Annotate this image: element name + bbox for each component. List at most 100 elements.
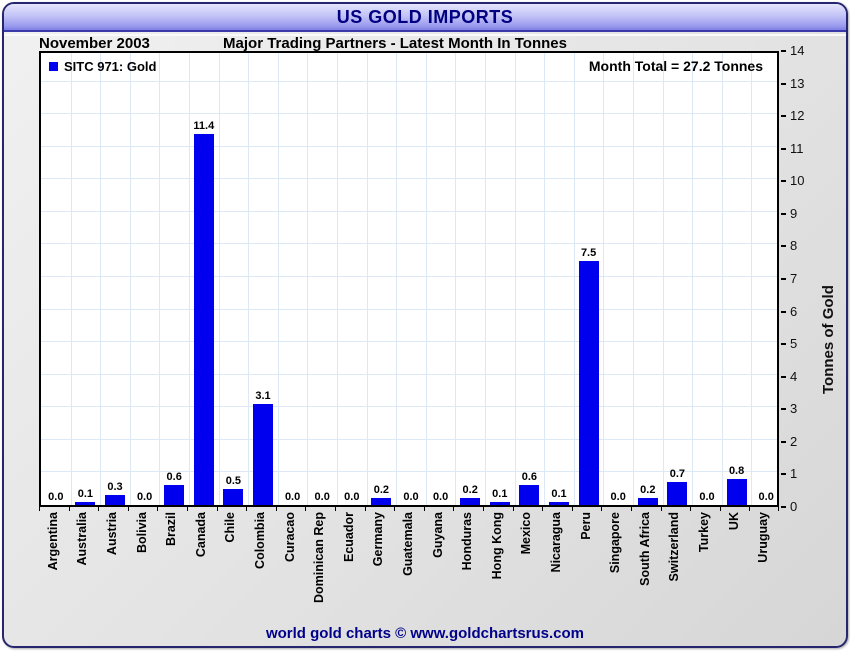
x-tick-label-turkey: Turkey (697, 512, 711, 553)
titlebar-divider (4, 34, 846, 36)
gridline-vertical (455, 53, 457, 505)
x-tick-label-south-africa: South Africa (637, 512, 652, 586)
x-tick-label-argentina: Argentina (45, 512, 60, 571)
x-tick-label-austria: Austria (105, 512, 119, 556)
bar-value-label: 0.0 (432, 491, 449, 503)
gridline-vertical (100, 53, 102, 505)
x-tick-mark (719, 507, 721, 511)
y-tick-mark (781, 473, 786, 476)
x-tick-mark (453, 507, 455, 511)
gridline-horizontal (41, 210, 777, 212)
bar-chile (223, 489, 244, 505)
y-tick-label: 2 (790, 433, 798, 449)
y-tick-label: 5 (790, 336, 798, 352)
x-tick-mark (542, 507, 544, 511)
bar-peru (578, 261, 599, 505)
bar-value-label: 0.0 (284, 491, 301, 503)
bar-canada (193, 134, 214, 505)
y-tick-label: 3 (790, 401, 798, 417)
bar-value-label: 0.2 (640, 484, 656, 496)
x-tick-label-uk: UK (726, 512, 741, 531)
x-tick-mark (690, 507, 692, 511)
bar-value-label: 0.0 (314, 491, 330, 503)
gridline-vertical (603, 53, 605, 505)
bar-value-label: 7.5 (580, 247, 597, 259)
bar-value-label: 0.0 (699, 491, 715, 503)
x-tick-mark (98, 507, 100, 511)
y-tick-mark (781, 115, 786, 118)
x-tick-mark (246, 507, 248, 511)
bar-colombia (253, 404, 273, 505)
x-tick-mark (512, 507, 514, 511)
x-tick-label-guatemala: Guatemala (401, 512, 415, 576)
gridline-vertical (751, 53, 753, 505)
gridline-vertical (189, 53, 190, 505)
bar-value-label: 0.8 (728, 465, 745, 477)
x-tick-label-singapore: Singapore (608, 512, 623, 574)
bar-austria (105, 495, 125, 505)
y-tick-label: 13 (790, 75, 805, 91)
y-tick-label: 0 (790, 499, 798, 514)
gridline-vertical (337, 53, 338, 505)
bar-value-label: 0.7 (669, 468, 686, 480)
x-tick-label-bolivia: Bolivia (134, 512, 149, 553)
x-tick-mark (423, 507, 425, 511)
y-tick-label: 10 (790, 173, 805, 189)
bar-value-label: 0.1 (77, 488, 94, 500)
y-axis-title: Tonnes of Gold (820, 285, 837, 394)
y-tick-mark (781, 440, 786, 443)
gridline-vertical (70, 53, 72, 505)
y-tick-mark (781, 278, 786, 280)
bar-value-label: 11.4 (193, 120, 215, 132)
x-tick-label-colombia: Colombia (253, 512, 267, 569)
bar-uk (726, 479, 747, 505)
gridline-horizontal (41, 113, 777, 115)
gridline-horizontal (41, 178, 777, 180)
x-tick-label-nicaragua: Nicaragua (549, 512, 563, 573)
y-tick-label: 11 (790, 140, 804, 156)
x-tick-label-hong-kong: Hong Kong (489, 512, 504, 580)
x-tick-label-ecuador: Ecuador (341, 512, 356, 563)
bar-nicaragua (549, 502, 569, 505)
x-tick-mark (601, 507, 603, 511)
y-tick-mark (781, 375, 786, 378)
x-tick-label-canada: Canada (193, 512, 208, 558)
gridline-vertical (485, 53, 486, 505)
gridline-vertical (159, 53, 161, 505)
x-tick-label-peru: Peru (578, 512, 593, 540)
x-tick-mark (275, 507, 277, 511)
y-tick-mark (781, 180, 786, 183)
x-tick-label-chile: Chile (223, 512, 238, 543)
x-tick-mark (778, 507, 779, 511)
gridline-horizontal (41, 341, 777, 343)
x-tick-mark (157, 507, 159, 511)
bar-value-label: 0.6 (166, 471, 182, 483)
bar-value-label: 0.1 (492, 488, 508, 500)
y-tick-mark (781, 212, 786, 215)
gridline-vertical (277, 53, 279, 505)
bar-australia (75, 502, 96, 505)
x-tick-label-curacao: Curacao (282, 512, 297, 563)
bar-south-africa (637, 498, 658, 505)
y-tick-label: 1 (790, 466, 798, 482)
subtitle-row: November 2003 Major Trading Partners - L… (4, 35, 846, 52)
x-tick-label-australia: Australia (75, 512, 90, 566)
bar-brazil (164, 485, 185, 505)
bar-honduras (460, 498, 481, 505)
bar-value-label: 0.0 (758, 491, 774, 503)
x-tick-mark (127, 507, 129, 511)
footer-credit: world gold charts © www.goldchartsrus.co… (265, 625, 585, 642)
y-tick-mark (781, 408, 786, 411)
x-tick-label-switzerland: Switzerland (667, 512, 682, 582)
bar-switzerland (667, 482, 688, 505)
gridline-vertical (633, 53, 634, 505)
gridline-vertical (514, 53, 516, 505)
y-tick-mark (781, 82, 786, 85)
bar-hong-kong (489, 502, 510, 505)
y-tick-label: 4 (790, 368, 798, 384)
plot-area: SITC 971: Gold Month Total = 27.2 Tonnes… (39, 51, 779, 507)
bar-value-label: 0.0 (136, 491, 153, 503)
y-tick-mark (781, 310, 786, 313)
legend-color-swatch-icon (49, 62, 58, 71)
